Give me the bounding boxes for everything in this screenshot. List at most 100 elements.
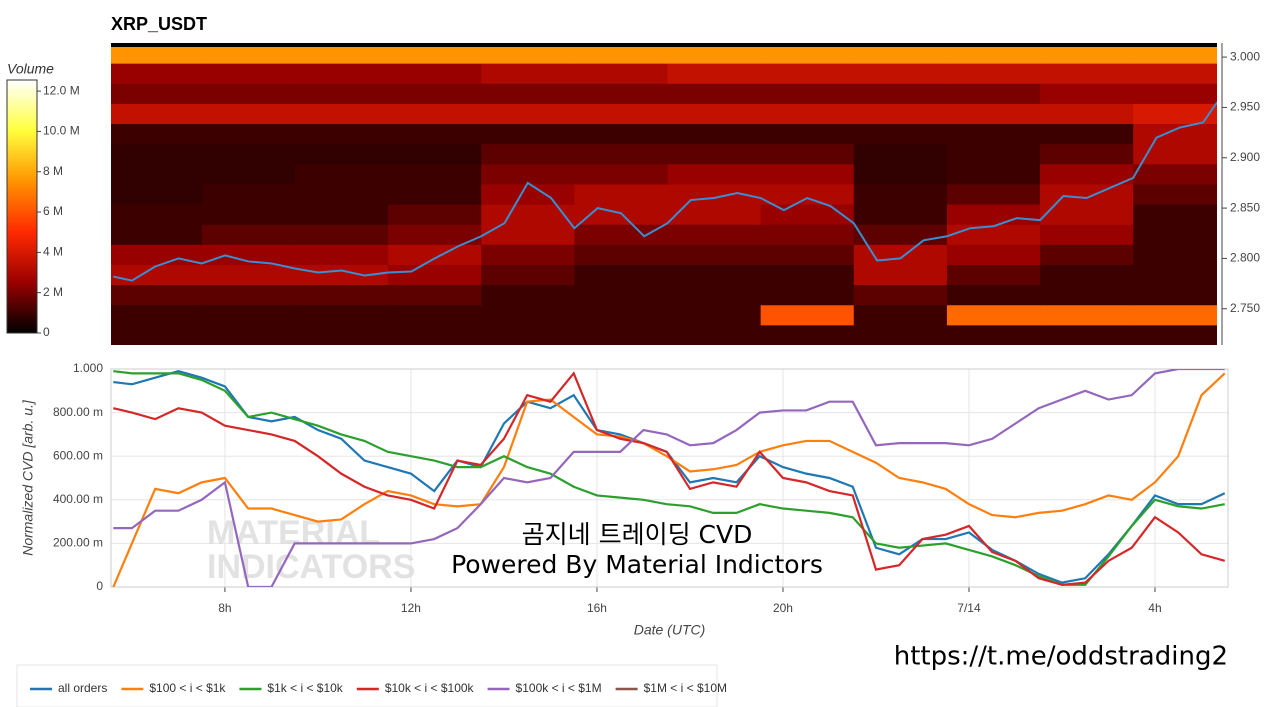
heatmap-cell xyxy=(1040,123,1134,145)
x-tick-label: 20h xyxy=(773,601,793,615)
heatmap-cell xyxy=(574,183,668,205)
heatmap-cell xyxy=(388,204,482,225)
heatmap-cell xyxy=(574,304,668,326)
heatmap-cell xyxy=(1040,163,1134,185)
heatmap-cell xyxy=(294,183,389,205)
heatmap-cell xyxy=(667,163,762,185)
heatmap-cell xyxy=(760,43,855,64)
heatmap-cell xyxy=(853,304,948,326)
heatmap-cell xyxy=(853,63,948,84)
heatmap-cell xyxy=(946,204,1041,225)
heatmap-cell xyxy=(388,324,482,345)
heatmap-cell xyxy=(294,304,389,326)
heatmap-cell xyxy=(574,83,668,104)
x-tick-label: 12h xyxy=(401,601,421,615)
heatmap-cell xyxy=(201,183,296,205)
heatmap-cell xyxy=(481,304,575,326)
heatmap-cell xyxy=(1133,43,1217,64)
heatmap-cell xyxy=(667,324,762,345)
y-tick-label: 2.850 xyxy=(1230,200,1260,214)
heatmap-cell xyxy=(1040,204,1134,225)
heatmap-cell xyxy=(946,123,1041,145)
heatmap-cell xyxy=(760,143,855,165)
heatmap-cell xyxy=(853,163,948,185)
heatmap-cell xyxy=(1133,324,1217,345)
heatmap-cell xyxy=(1133,83,1217,104)
heatmap-cell xyxy=(111,63,203,84)
heatmap-cell xyxy=(1133,224,1217,245)
heatmap-cell xyxy=(201,204,296,225)
plot-frame xyxy=(110,368,1229,588)
heatmap-cell xyxy=(574,123,668,145)
price-line xyxy=(113,101,1217,282)
heatmap-cell xyxy=(1133,143,1217,165)
heatmap-cell xyxy=(481,83,575,104)
legend-label: $10k < i < $100k xyxy=(385,681,475,695)
y-tick-label: 600.00 m xyxy=(53,448,103,462)
heatmap-cell xyxy=(946,224,1041,245)
heatmap-cell xyxy=(574,264,668,286)
heatmap-cell xyxy=(294,143,389,165)
heatmap-cell xyxy=(481,224,575,245)
heatmap-cell xyxy=(853,103,948,125)
heatmap-cell xyxy=(388,244,482,265)
heatmap-cell xyxy=(760,324,855,345)
heatmap-cell xyxy=(201,123,296,145)
heatmap-cell xyxy=(388,103,482,125)
heatmap-cell xyxy=(481,324,575,345)
heatmap-cell xyxy=(294,63,389,84)
heatmap-cell xyxy=(760,163,855,185)
heatmap-cell xyxy=(853,183,948,205)
heatmap-cell xyxy=(388,123,482,145)
heatmap-cell xyxy=(946,264,1041,286)
heatmap-cell xyxy=(481,244,575,265)
legend-label: all orders xyxy=(58,681,107,695)
heatmap-cell xyxy=(574,244,668,265)
heatmap-cell xyxy=(853,204,948,225)
heatmap-cell xyxy=(760,284,855,306)
heatmap-cell xyxy=(760,264,855,286)
heatmap-cell xyxy=(760,304,855,326)
heatmap-cell xyxy=(111,43,203,64)
heatmap-cell xyxy=(201,304,296,326)
heatmap-cell xyxy=(294,324,389,345)
heatmap-cell xyxy=(1040,244,1134,265)
heatmap-cell xyxy=(111,183,203,205)
heatmap-cell xyxy=(111,284,203,306)
legend-label: $100 < i < $1k xyxy=(149,681,226,695)
heatmap-cell xyxy=(667,224,762,245)
legend-label: $100k < i < $1M xyxy=(516,681,602,695)
heatmap-cell xyxy=(388,163,482,185)
heatmap-cell xyxy=(1040,264,1134,286)
y-tick-label: 400.00 m xyxy=(53,492,103,506)
heatmap-cell xyxy=(574,284,668,306)
heatmap-cell xyxy=(1133,163,1217,185)
heatmap-cell xyxy=(294,103,389,125)
y-tick-label: 1.000 xyxy=(73,361,103,375)
heatmap-cell xyxy=(388,264,482,286)
heatmap-cell xyxy=(388,83,482,104)
heatmap-cell xyxy=(388,143,482,165)
heatmap-cell xyxy=(1133,63,1217,84)
heatmap-cell xyxy=(1133,183,1217,205)
heatmap-cell xyxy=(111,244,203,265)
heatmap-cell xyxy=(853,324,948,345)
heatmap-cell xyxy=(1040,103,1134,125)
y-tick-label: 2.800 xyxy=(1230,251,1260,265)
legend-label: $1k < i < $10k xyxy=(267,681,343,695)
legend-box xyxy=(16,664,718,707)
heatmap-cell xyxy=(481,284,575,306)
y-tick-label: 3.000 xyxy=(1230,49,1260,63)
heatmap-cell xyxy=(667,264,762,286)
heatmap-cell xyxy=(111,204,203,225)
heatmap-cell xyxy=(760,183,855,205)
heatmap-cell xyxy=(388,183,482,205)
heatmap-cell xyxy=(667,304,762,326)
heatmap-cell xyxy=(1040,43,1134,64)
x-tick-label: 7/14 xyxy=(957,601,981,615)
heatmap-cell xyxy=(574,143,668,165)
heatmap-cell xyxy=(667,123,762,145)
heatmap-cell xyxy=(481,143,575,165)
y-axis-title: Normalized CVD [arb. u.] xyxy=(20,399,36,556)
